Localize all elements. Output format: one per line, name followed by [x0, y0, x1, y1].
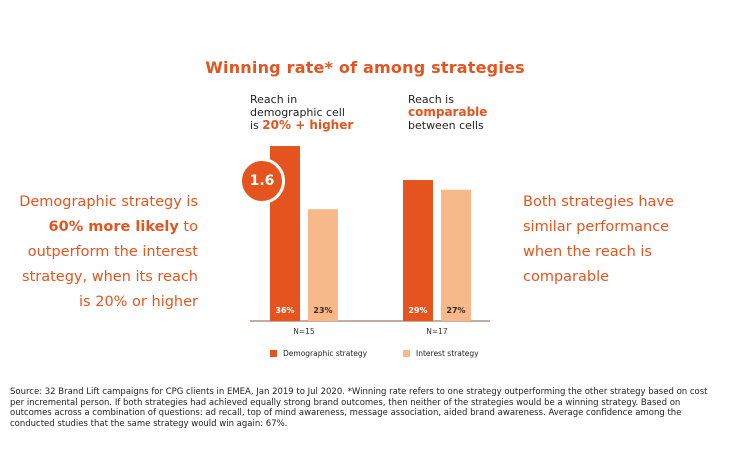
group1-note-prefix: is: [250, 119, 263, 132]
left-callout: Demographic strategy is 60% more likely …: [10, 190, 198, 315]
chart-title: Winning rate* of among strategies: [205, 58, 525, 77]
legend-swatch-demographic: [270, 350, 277, 357]
left-callout-line2: 60% more likely to: [10, 215, 198, 240]
group1-note: Reach in demographic cell is 20% + highe…: [250, 93, 353, 132]
legend-label-interest: Interest strategy: [416, 349, 479, 358]
left-callout-line2-rest: to: [178, 219, 198, 235]
bar-label-interest-1: 23%: [313, 306, 332, 315]
group2-note-highlight: comparable: [408, 105, 488, 119]
left-callout-line5: is 20% or higher: [79, 294, 198, 310]
right-callout-line4: comparable: [523, 269, 610, 285]
group1-note-line1: Reach in: [250, 93, 298, 106]
left-callout-line3: outperform the interest: [27, 244, 198, 260]
group2-note: Reach is comparable between cells: [408, 93, 487, 132]
group1-note-line3: is 20% + higher: [250, 118, 354, 133]
right-callout-line2: similar performance: [523, 219, 670, 235]
bar-interest-2: [441, 189, 471, 321]
bar-label-interest-2: 27%: [446, 306, 465, 315]
right-callout-line3: when the reach is: [523, 244, 652, 260]
left-callout-line4: strategy, when its reach: [22, 269, 198, 285]
bar-label-demographic-2: 29%: [408, 306, 427, 315]
category-label-1: N=15: [293, 327, 315, 336]
legend-item-interest: Interest strategy: [403, 349, 479, 358]
left-callout-bold: 60% more likely: [48, 219, 179, 235]
group2-note-line1: Reach is: [408, 93, 454, 106]
group1-note-highlight: 20% + higher: [262, 118, 354, 132]
legend-swatch-interest: [403, 350, 410, 357]
bar-label-demographic-1: 36%: [275, 306, 294, 315]
ratio-badge: 1.6: [239, 158, 285, 204]
category-label-2: N=17: [426, 327, 448, 336]
left-callout-line1: Demographic strategy is: [19, 194, 198, 210]
source-footnote: Source: 32 Brand Lift campaigns for CPG …: [10, 387, 708, 429]
right-callout: Both strategies have similar performance…: [523, 190, 723, 290]
bar-demographic-2: [403, 180, 433, 321]
legend-item-demographic: Demographic strategy: [270, 349, 367, 358]
group1-note-line2: demographic cell: [250, 106, 345, 119]
legend-label-demographic: Demographic strategy: [283, 349, 368, 358]
group2-note-line3: between cells: [408, 119, 484, 132]
right-callout-line1: Both strategies have: [523, 194, 674, 210]
bar-interest-1: [308, 209, 338, 321]
